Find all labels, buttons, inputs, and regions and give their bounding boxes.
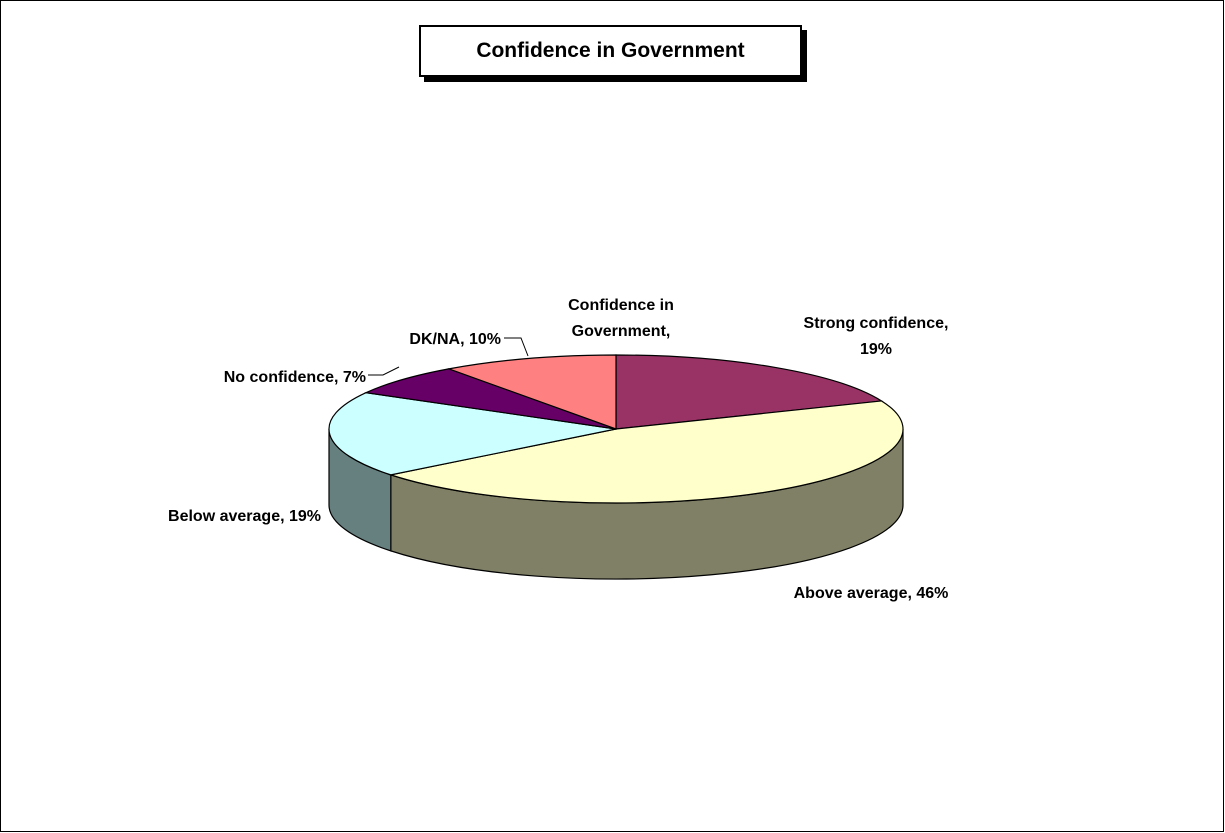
pie-tops <box>328 354 904 504</box>
pie-slice-no-confidence <box>363 368 617 430</box>
leader-line-2 <box>504 337 529 357</box>
leader-line-1 <box>368 366 400 376</box>
data-labels: Strong confidence, 19% Above average, 46% B… <box>168 297 948 602</box>
extra-label-line-1: Confidence in <box>568 297 674 314</box>
pie-slice-dk-na <box>446 354 617 430</box>
pie-sides <box>328 428 904 580</box>
data-label-dk-na: DK/NA, 10% <box>409 331 501 348</box>
pie-slice-above-average <box>388 400 904 504</box>
data-label-strong-confidence: Strong confidence, <box>804 315 949 332</box>
pie-slice-strong-confidence <box>615 354 884 430</box>
extra-label-line-2: Government, <box>572 323 671 340</box>
data-label-strong-confidence-pct: 19% <box>860 341 892 358</box>
chart-title: Confidence in Government <box>419 25 802 77</box>
pie-slice-below-average <box>328 392 617 476</box>
data-label-below-average: Below average, 19% <box>168 508 321 525</box>
data-label-no-confidence: No confidence, 7% <box>224 369 366 386</box>
data-label-above-average: Above average, 46% <box>794 585 949 602</box>
